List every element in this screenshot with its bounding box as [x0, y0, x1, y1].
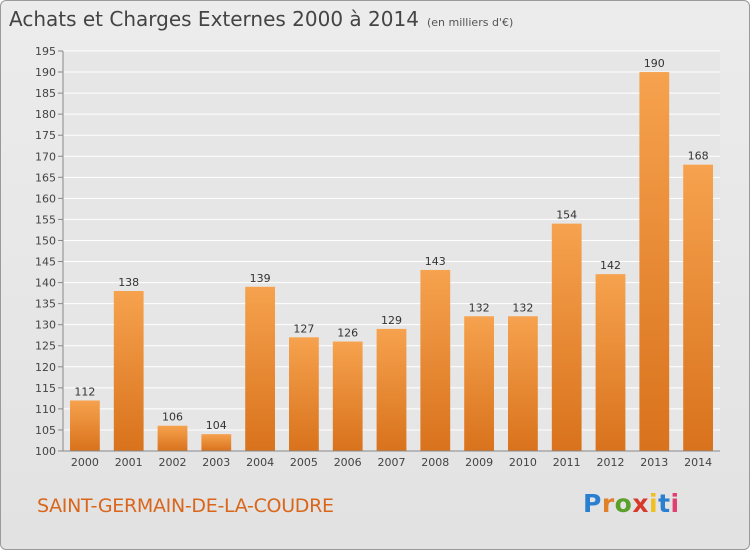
- x-tick-label: 2006: [334, 456, 362, 469]
- commune-name: SAINT-GERMAIN-DE-LA-COUDRE: [37, 495, 334, 517]
- data-label-2007: 129: [381, 314, 402, 327]
- chart-title: Achats et Charges Externes 2000 à 2014 (e…: [9, 7, 513, 31]
- data-label-2001: 138: [118, 276, 139, 289]
- data-label-2009: 132: [469, 301, 490, 314]
- data-label-2004: 139: [250, 272, 271, 285]
- bar-2009: [464, 316, 494, 451]
- bar-2001: [113, 291, 144, 451]
- data-label-2003: 104: [206, 419, 227, 432]
- logo-letter: P: [583, 489, 602, 518]
- data-label-2006: 126: [337, 327, 358, 340]
- y-tick-label: 175: [35, 129, 56, 142]
- y-tick-label: 180: [35, 108, 56, 121]
- x-tick-label: 2004: [246, 456, 274, 469]
- logo-letter: o: [614, 489, 633, 518]
- data-label-2010: 132: [512, 301, 533, 314]
- y-tick-label: 190: [35, 66, 56, 79]
- x-tick-label: 2008: [421, 456, 449, 469]
- bar-2006: [332, 341, 363, 451]
- y-tick-label: 120: [35, 361, 56, 374]
- logo-letter: t: [658, 489, 671, 518]
- y-tick-label: 170: [35, 150, 56, 163]
- title-text: Achats et Charges Externes 2000 à 2014: [9, 7, 419, 31]
- x-tick-label: 2001: [115, 456, 143, 469]
- data-label-2013: 190: [644, 57, 665, 70]
- bar-2000: [70, 400, 100, 451]
- bar-2008: [420, 269, 451, 451]
- bar-2011: [551, 223, 582, 451]
- logo-letter: i: [670, 489, 680, 518]
- x-tick-label: 2009: [465, 456, 493, 469]
- bar-2012: [595, 274, 626, 451]
- x-tick-label: 2012: [597, 456, 625, 469]
- x-tick-label: 2013: [640, 456, 668, 469]
- logo-letter: x: [632, 489, 649, 518]
- x-tick-label: 2005: [290, 456, 318, 469]
- y-tick-label: 195: [35, 45, 56, 58]
- y-tick-label: 135: [35, 298, 56, 311]
- bar-2005: [289, 337, 319, 451]
- bar-2003: [201, 434, 232, 451]
- y-tick-label: 125: [35, 340, 56, 353]
- x-tick-label: 2010: [509, 456, 537, 469]
- x-tick-label: 2007: [378, 456, 406, 469]
- y-tick-label: 155: [35, 213, 56, 226]
- bar-2007: [376, 328, 407, 451]
- y-tick-label: 160: [35, 192, 56, 205]
- y-tick-label: 140: [35, 277, 56, 290]
- x-tick-label: 2011: [553, 456, 581, 469]
- x-tick-label: 2003: [202, 456, 230, 469]
- x-tick-label: 2000: [71, 456, 99, 469]
- y-tick-label: 150: [35, 234, 56, 247]
- data-label-2005: 127: [293, 322, 314, 335]
- data-label-2002: 106: [162, 411, 183, 424]
- logo-letter: r: [601, 489, 615, 518]
- bar-2004: [245, 286, 275, 451]
- bar-2014: [683, 164, 713, 451]
- bar-2010: [508, 316, 538, 451]
- y-tick-label: 115: [35, 382, 56, 395]
- y-tick-label: 145: [35, 256, 56, 269]
- unit-note: (en milliers d'€): [426, 16, 514, 29]
- bar-2002: [157, 425, 188, 451]
- bar-2013: [639, 72, 670, 451]
- y-tick-label: 165: [35, 171, 56, 184]
- data-label-2011: 154: [556, 209, 577, 222]
- proxiti-logo: Proxiti: [583, 489, 680, 518]
- y-tick-label: 185: [35, 87, 56, 100]
- logo-letter: i: [649, 489, 659, 518]
- data-label-2012: 142: [600, 259, 621, 272]
- y-tick-label: 100: [35, 445, 56, 458]
- data-label-2014: 168: [688, 150, 709, 163]
- y-tick-label: 105: [35, 424, 56, 437]
- data-label-2000: 112: [74, 385, 95, 398]
- y-tick-label: 130: [35, 319, 56, 332]
- x-tick-label: 2002: [159, 456, 187, 469]
- y-tick-label: 110: [35, 403, 56, 416]
- x-tick-label: 2014: [684, 456, 712, 469]
- data-label-2008: 143: [425, 255, 446, 268]
